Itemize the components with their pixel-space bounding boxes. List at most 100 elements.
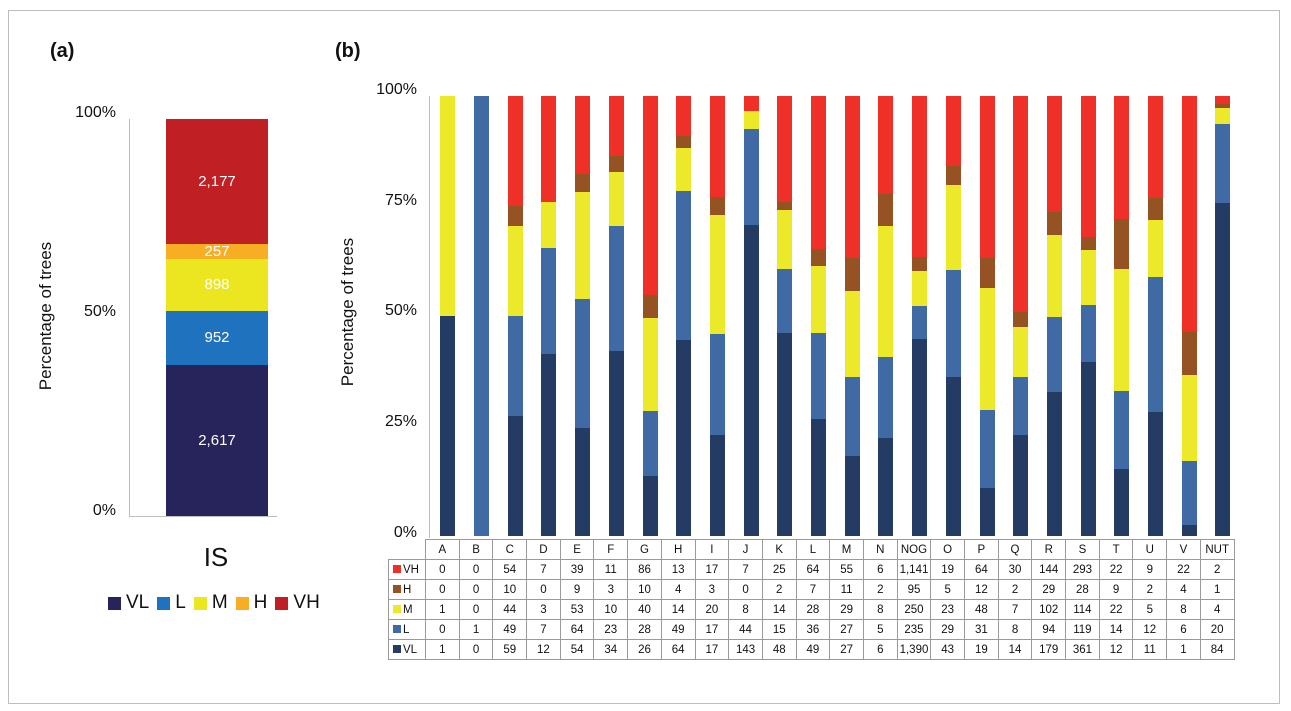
table-cell: 143	[728, 639, 763, 660]
panel-a-ylabel: Percentage of trees	[36, 241, 55, 391]
table-cell: 25	[761, 559, 797, 580]
bar-o-m	[945, 184, 961, 270]
bar-o-h	[945, 166, 961, 185]
legend-label-vh: VH	[293, 592, 320, 613]
table-cell: 29	[1031, 579, 1067, 600]
table-cell: 102	[1031, 599, 1067, 620]
table-column-header: T	[1098, 539, 1134, 560]
bar-i-vh	[709, 96, 725, 198]
bar-a-m	[440, 96, 456, 316]
table-cell: 11	[829, 579, 864, 600]
bar-i-vl	[709, 434, 725, 536]
bar-nog-h	[912, 257, 928, 271]
bar-s-vh	[1080, 96, 1096, 237]
table-cell: 27	[829, 639, 864, 660]
legend-label-l: L	[175, 592, 186, 613]
legend-item-l: L	[157, 592, 186, 614]
bar-t-vh	[1114, 96, 1130, 219]
table-column-header: F	[593, 539, 629, 560]
table-cell: 53	[559, 599, 595, 620]
bar-n-vl	[878, 438, 894, 536]
bar-n-l	[878, 356, 894, 439]
table-cell: 7	[728, 559, 763, 580]
bar-h-vl	[676, 340, 692, 536]
table-swatch-m	[393, 605, 401, 614]
bar-f-h	[608, 155, 624, 173]
table-cell: 17	[694, 559, 730, 580]
bar-k-m	[777, 210, 793, 270]
table-row-label: H	[403, 583, 412, 596]
bar-g-h	[642, 295, 658, 319]
panel-b-ytick-75: 75%	[384, 192, 417, 209]
table-cell: 31	[964, 619, 999, 640]
bar-p-m	[979, 288, 995, 410]
table-cell: 22	[1166, 559, 1201, 580]
bar-f-m	[608, 172, 624, 227]
bar-i-m	[709, 214, 725, 334]
bar-k-vh	[777, 96, 793, 202]
bar-c-vh	[507, 96, 523, 206]
table-cell: 4	[1166, 579, 1201, 600]
bar-nog-l	[912, 306, 928, 340]
bar-t-vl	[1114, 469, 1130, 536]
table-cell: 0	[425, 579, 460, 600]
table-cell: 0	[458, 559, 494, 580]
table-cell: 12	[1098, 639, 1134, 660]
table-cell: 29	[930, 619, 965, 640]
bar-s-m	[1080, 250, 1096, 306]
panel-a-segment-h	[166, 244, 268, 260]
bar-f-vh	[608, 96, 624, 156]
bar-k-vl	[777, 332, 793, 536]
panel-a-segment-label-l: 952	[204, 329, 230, 347]
table-cell: 5	[930, 579, 965, 600]
bar-q-vl	[1013, 435, 1029, 536]
panel-a-ytick-100: 100%	[75, 104, 116, 121]
bar-q-vh	[1013, 96, 1029, 313]
table-cell: 3	[593, 579, 629, 600]
legend-item-vl: VL	[108, 592, 149, 614]
bar-nut-m	[1215, 107, 1231, 124]
table-cell: 64	[795, 559, 831, 580]
bar-r-h	[1046, 211, 1062, 235]
table-cell: 0	[458, 599, 494, 620]
table-cell: 2	[761, 579, 797, 600]
table-row-label: VL	[403, 643, 418, 656]
bar-m-vh	[844, 96, 860, 259]
bar-l-vh	[811, 96, 827, 250]
table-cell: 19	[964, 639, 999, 660]
table-cell: 13	[660, 559, 696, 580]
bar-o-vh	[945, 96, 961, 167]
panel-a-segment-label-h: 257	[204, 242, 230, 260]
table-cell: 29	[829, 599, 864, 620]
panel-a-segment-label-vh: 2,177	[198, 172, 236, 190]
table-cell: 4	[1199, 599, 1235, 620]
legend-swatch-l	[157, 596, 171, 610]
table-corner	[389, 540, 426, 560]
table-cell: 10	[492, 579, 528, 600]
bar-b-l	[474, 96, 490, 536]
table-cell: 54	[492, 559, 528, 580]
legend-label-h: H	[253, 592, 268, 613]
bar-t-h	[1114, 218, 1130, 269]
table-row-h: H 0 0 10 0 9 3 10 4 3 0 2 7 11 2 95 5 12 2 29 28 9 2 4 1	[388, 579, 1235, 600]
table-column-header: R	[1031, 539, 1067, 560]
table-swatch-l	[393, 625, 401, 634]
table-cell: 0	[526, 579, 561, 600]
table-row-header-l: L	[388, 619, 426, 640]
table-cell: 17	[694, 619, 730, 640]
bar-j-l	[743, 128, 759, 225]
bar-g-l	[642, 410, 658, 476]
table-cell: 5	[862, 619, 898, 640]
bar-e-h	[575, 174, 591, 193]
table-cell: 250	[896, 599, 932, 620]
bar-v-vh	[1181, 96, 1197, 333]
table-cell: 8	[862, 599, 898, 620]
table-column-header: NUT	[1199, 539, 1235, 560]
bar-u-m	[1148, 220, 1164, 277]
table-cell: 14	[997, 639, 1033, 660]
panel-a-ytick-0: 0%	[92, 502, 116, 519]
table-cell: 64	[660, 639, 696, 660]
bar-c-vl	[507, 415, 523, 536]
bar-i-l	[709, 333, 725, 435]
table-cell: 0	[425, 619, 460, 640]
